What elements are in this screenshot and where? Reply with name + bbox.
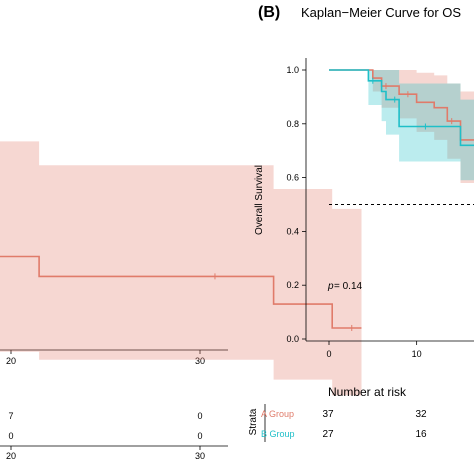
panel-b-title: Kaplan−Meier Curve for OS [301,5,461,20]
right-ci-band-0 [329,70,474,183]
panel-b-label: (B) [258,4,280,21]
left-risk-b-20: 0 [8,431,13,441]
left-table-tick-label-30: 30 [195,451,205,461]
left-x-tick-label-20: 20 [6,356,16,366]
right-y-tick-label-1: 0.2 [286,280,299,290]
left-x-tick-label-30: 30 [195,356,205,366]
risk-b-at-0: 27 [322,429,334,440]
right-y-tick-label-5: 1.0 [286,65,299,75]
risk-table-group-b: B Group [261,429,295,439]
risk-table-strata-label: Strata [248,408,259,435]
right-x-tick-label-1: 10 [412,349,422,359]
right-y-tick-label-0: 0.0 [286,334,299,344]
risk-table-group-a: A Group [261,409,294,419]
risk-table: Number at risk Strata A Group B Group 37… [248,385,427,442]
right-ci-band-1 [329,70,474,181]
right-y-axis-label: Overall Survival [254,165,265,235]
left-risk-a-30: 0 [197,411,202,421]
left-risk-table: 7 0 0 0 20 30 [0,411,228,461]
p-value: = 0.14 [334,281,363,292]
left-survival-line-0 [0,255,362,329]
right-km-plot: Overall Survival p = 0.14 0.0 0.2 0.4 0.6 0.… [254,58,474,359]
p-value-prefix: p [327,281,334,292]
left-risk-b-30: 0 [197,431,202,441]
left-risk-a-20: 7 [8,411,13,421]
right-survival-line-1 [329,69,474,147]
left-ci-band-0 [0,141,362,396]
right-y-tick-label-3: 0.6 [286,173,299,183]
risk-a-at-10: 32 [415,409,427,420]
right-survival-line-0 [329,69,474,141]
right-y-tick-label-2: 0.4 [286,226,299,236]
risk-table-title: Number at risk [328,385,407,399]
right-y-tick-label-4: 0.8 [286,119,299,129]
risk-a-at-0: 37 [322,409,334,420]
left-table-tick-label-20: 20 [6,451,16,461]
right-x-tick-label-0: 0 [326,349,331,359]
left-km-plot: 20 30 [0,141,362,396]
risk-b-at-10: 16 [415,429,427,440]
